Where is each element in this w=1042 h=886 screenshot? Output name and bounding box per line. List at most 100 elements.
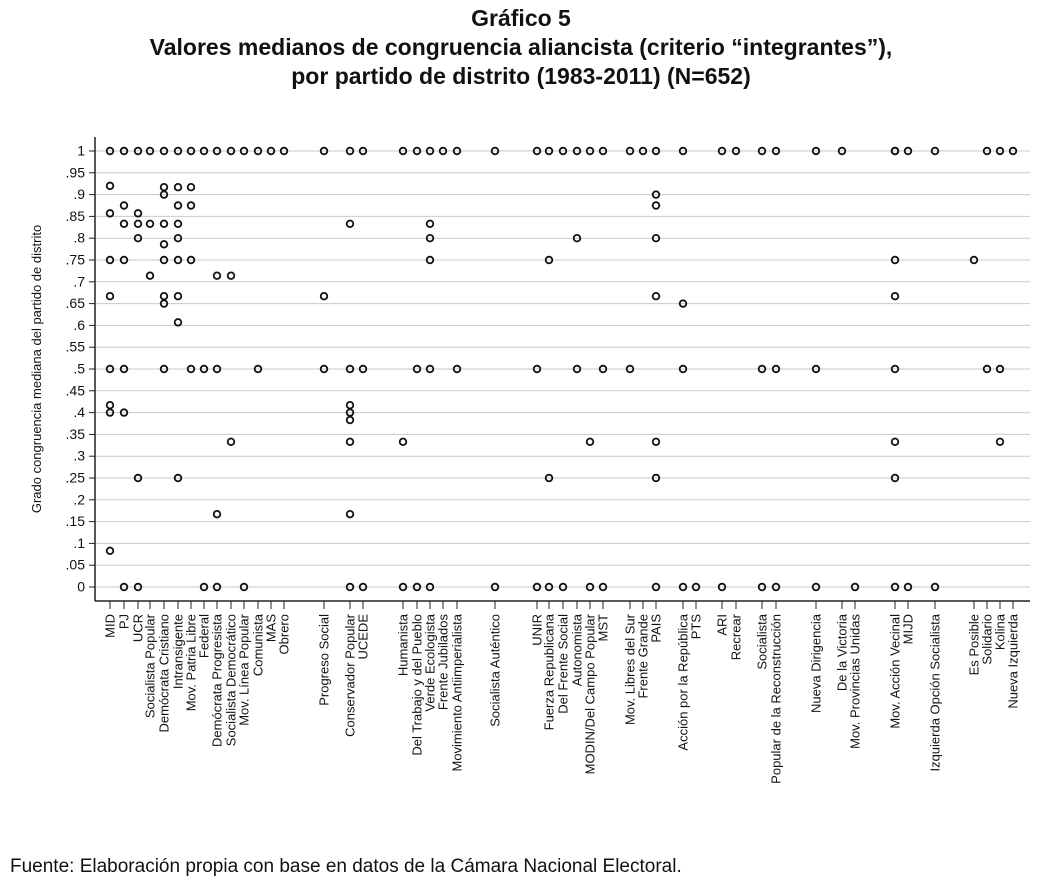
data-point <box>452 364 462 374</box>
x-tick-label: Federal <box>197 614 212 658</box>
chart-title-line-2: por partido de distrito (1983-2011) (N=6… <box>291 63 751 89</box>
data-point <box>490 146 500 156</box>
data-point <box>757 364 767 374</box>
data-point <box>159 299 169 308</box>
data-point <box>425 255 435 265</box>
data-point <box>105 209 115 218</box>
data-point <box>159 255 169 265</box>
x-tick-label: Nueva Dirigencia <box>809 613 824 713</box>
data-point <box>319 146 329 156</box>
data-point <box>544 146 554 156</box>
data-point <box>239 582 249 592</box>
data-point <box>159 182 169 192</box>
data-point <box>345 400 355 410</box>
x-tick-label: Comunista <box>251 613 266 676</box>
data-point <box>105 255 115 265</box>
x-tick-label: Acción por la República <box>676 613 691 750</box>
data-point <box>982 146 992 156</box>
data-point <box>105 400 115 410</box>
data-point <box>625 146 635 156</box>
x-tick-label: MST <box>596 614 611 642</box>
data-point <box>212 364 222 374</box>
data-point <box>319 291 329 301</box>
scatter-chart: 0 .05 .1 .15 .2 .25 .3 .35 .4 .45 .5 .55 .6 .65 .7 .75.… <box>29 137 1030 784</box>
data-point <box>119 582 129 592</box>
x-tick-label: Recrear <box>729 613 744 660</box>
data-point <box>173 146 183 156</box>
data-point <box>425 364 435 374</box>
data-point <box>173 219 183 229</box>
data-point <box>651 233 661 243</box>
y-tick-label: .9 <box>73 186 85 202</box>
data-point <box>490 582 500 592</box>
data-point <box>119 146 129 156</box>
x-tick-label: Autonomista <box>570 613 585 686</box>
y-tick-label: .5 <box>73 361 85 377</box>
data-point <box>651 291 661 301</box>
x-tick-label: Movimiento Antiimperialista <box>450 613 465 771</box>
data-point <box>691 582 701 592</box>
data-point <box>212 146 222 156</box>
data-point <box>425 233 435 243</box>
data-point <box>438 146 448 156</box>
data-point <box>119 201 129 210</box>
data-point <box>105 181 115 191</box>
data-point <box>903 582 913 592</box>
y-tick-label: .25 <box>66 470 86 486</box>
data-point <box>532 364 542 374</box>
y-tick-label: .4 <box>73 404 85 420</box>
x-tick-label: Frente Jubilados <box>436 614 451 711</box>
data-point <box>890 255 900 265</box>
data-point <box>890 437 900 447</box>
data-point <box>398 582 408 592</box>
data-point <box>345 582 355 592</box>
data-point <box>585 582 595 592</box>
data-point <box>930 582 940 592</box>
data-point <box>890 473 900 483</box>
data-point <box>253 364 263 374</box>
x-tick-label: Obrero <box>277 614 292 654</box>
x-tick-label: Conservador Popular <box>343 613 358 737</box>
data-point <box>173 201 183 210</box>
chart-title-line-1: Valores medianos de congruencia aliancis… <box>149 34 893 60</box>
x-tick-label: Socialista <box>755 613 770 669</box>
data-point <box>771 582 781 592</box>
y-tick-label: .3 <box>73 448 85 464</box>
data-point <box>133 146 143 156</box>
y-tick-label: .75 <box>66 252 86 268</box>
data-point <box>105 364 115 374</box>
data-point <box>119 255 129 265</box>
data-point <box>253 146 263 156</box>
data-point <box>159 364 169 374</box>
data-point <box>145 146 155 156</box>
x-tick-label: Mov. Línea Popular <box>237 613 252 725</box>
data-point <box>412 582 422 592</box>
data-point <box>651 201 661 210</box>
data-point <box>186 146 196 156</box>
data-point <box>890 146 900 156</box>
data-point <box>811 582 821 592</box>
data-point <box>452 146 462 156</box>
source-note: Fuente: Elaboración propia con base en d… <box>10 856 682 877</box>
y-tick-label: 0 <box>77 579 85 595</box>
x-tick-label: Mov. Acción Vecinal <box>888 614 903 729</box>
data-point <box>159 146 169 156</box>
data-point <box>651 582 661 592</box>
x-tick-label: MIJD <box>901 614 916 644</box>
data-point <box>544 473 554 483</box>
x-tick-label: UCR <box>131 614 146 642</box>
data-point <box>133 233 143 243</box>
y-tick-label: .85 <box>66 208 86 224</box>
data-point <box>890 364 900 374</box>
data-point <box>159 240 169 249</box>
data-point <box>678 364 688 374</box>
data-point <box>345 415 355 425</box>
data-point <box>226 146 236 156</box>
data-point <box>119 364 129 374</box>
data-point <box>969 255 979 265</box>
data-point <box>544 255 554 265</box>
data-point <box>105 546 115 556</box>
data-point <box>837 146 847 156</box>
x-tick-label: Fuerza Republicana <box>542 613 557 730</box>
data-point <box>173 233 183 243</box>
